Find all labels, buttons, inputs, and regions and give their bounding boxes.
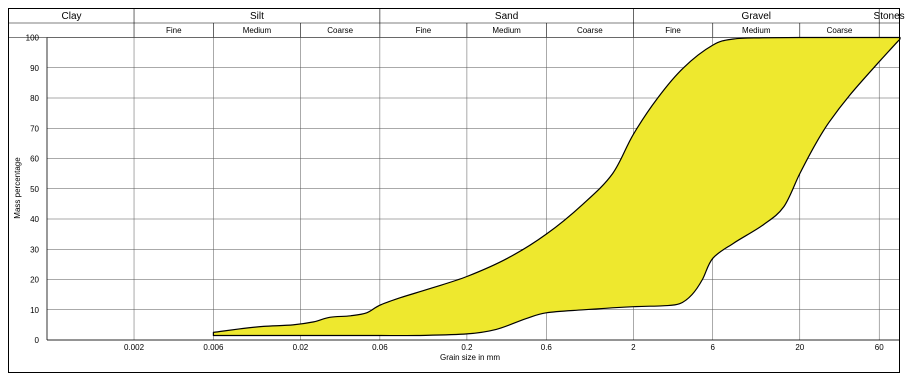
x-tick-label: 0.6 xyxy=(541,343,553,352)
subclass-sand-fine: Fine xyxy=(416,26,432,35)
soil-class-header: Clay Silt Fine Medium Coarse Sand Fine Medium Co… xyxy=(9,9,905,38)
subclass-gravel-fine: Fine xyxy=(665,26,681,35)
soil-class-silt: Silt xyxy=(250,11,264,22)
x-tick-label: 60 xyxy=(875,343,884,352)
soil-class-stones: Stones xyxy=(874,11,905,22)
y-tick-label: 50 xyxy=(30,185,39,194)
subclass-silt-medium: Medium xyxy=(243,26,272,35)
x-axis-label: Grain size in mm xyxy=(440,353,500,362)
soil-class-sand: Sand xyxy=(495,11,518,22)
subclass-gravel-coarse: Coarse xyxy=(827,26,853,35)
y-tick-label: 20 xyxy=(30,276,39,285)
subclass-sand-medium: Medium xyxy=(492,26,521,35)
soil-class-gravel: Gravel xyxy=(742,11,771,22)
soil-class-clay: Clay xyxy=(62,11,82,22)
y-axis-ticks: 0 10 20 30 40 50 60 70 80 90 100 xyxy=(26,34,40,346)
subclass-silt-coarse: Coarse xyxy=(327,26,353,35)
y-tick-label: 10 xyxy=(30,306,39,315)
y-axis-label: Mass percentage xyxy=(13,157,22,219)
y-tick-label: 90 xyxy=(30,64,39,73)
x-tick-label: 0.02 xyxy=(293,343,309,352)
subclass-sand-coarse: Coarse xyxy=(577,26,603,35)
y-tick-label: 40 xyxy=(30,215,39,224)
subclass-gravel-medium: Medium xyxy=(742,26,771,35)
grading-envelope xyxy=(212,36,901,337)
x-tick-label: 6 xyxy=(711,343,716,352)
x-tick-label: 0.06 xyxy=(372,343,388,352)
y-tick-label: 80 xyxy=(30,94,39,103)
y-tick-label: 60 xyxy=(30,155,39,164)
y-tick-label: 100 xyxy=(26,34,40,43)
x-tick-label: 0.006 xyxy=(203,343,224,352)
x-tick-label: 0.2 xyxy=(461,343,473,352)
y-tick-label: 0 xyxy=(35,336,40,345)
subclass-silt-fine: Fine xyxy=(166,26,182,35)
x-axis-ticks: 0.002 0.006 0.02 0.06 0.2 0.6 2 6 20 60 xyxy=(124,343,884,352)
x-tick-label: 0.002 xyxy=(124,343,145,352)
x-tick-label: 20 xyxy=(795,343,804,352)
chart-frame xyxy=(8,8,900,373)
y-tick-label: 70 xyxy=(30,124,39,133)
grading-band xyxy=(212,36,901,337)
y-tick-label: 30 xyxy=(30,245,39,254)
x-tick-label: 2 xyxy=(631,343,636,352)
